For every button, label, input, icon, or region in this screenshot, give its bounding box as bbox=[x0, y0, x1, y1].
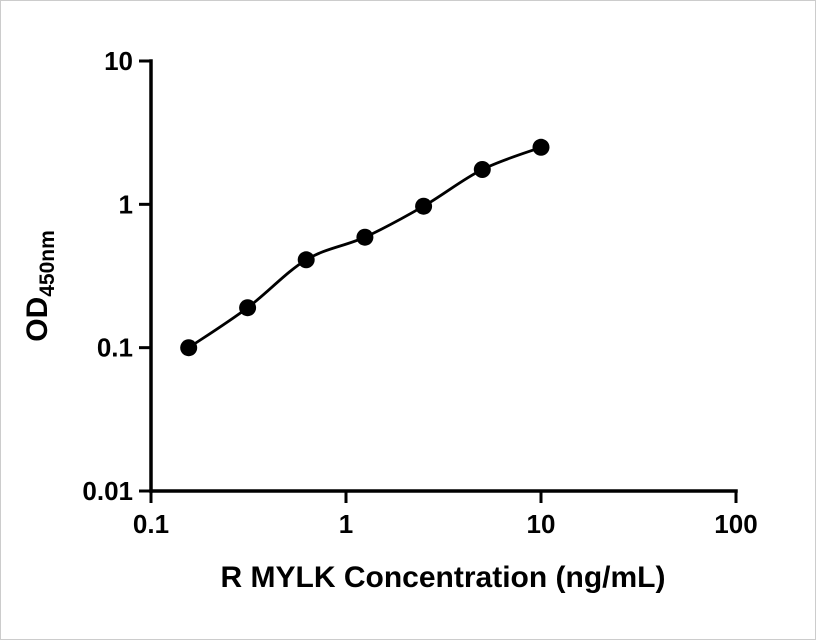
x-tick-label: 0.1 bbox=[133, 509, 169, 539]
x-tick-label: 1 bbox=[339, 509, 353, 539]
y-axis-title-sub: 450nm bbox=[36, 230, 59, 297]
plot-layer bbox=[180, 138, 550, 357]
x-axis-title: R MYLK Concentration (ng/mL) bbox=[221, 561, 666, 594]
x-tick-label: 100 bbox=[714, 509, 757, 539]
data-point bbox=[473, 161, 491, 178]
y-tick-label: 1 bbox=[119, 189, 133, 219]
y-axis-title-main: OD bbox=[21, 297, 54, 342]
data-point bbox=[180, 339, 198, 357]
y-tick-label: 0.1 bbox=[97, 333, 133, 363]
y-axis-title: OD450nm bbox=[21, 230, 59, 342]
y-tick-label: 10 bbox=[104, 46, 133, 76]
data-point bbox=[356, 228, 374, 246]
data-point bbox=[297, 251, 315, 269]
curve-line bbox=[187, 145, 542, 349]
data-point bbox=[415, 197, 433, 215]
data-point bbox=[532, 138, 550, 156]
axes-layer bbox=[139, 59, 738, 503]
y-tick-label: 0.01 bbox=[82, 476, 133, 506]
x-tick-label: 10 bbox=[527, 509, 556, 539]
data-point bbox=[239, 299, 257, 317]
